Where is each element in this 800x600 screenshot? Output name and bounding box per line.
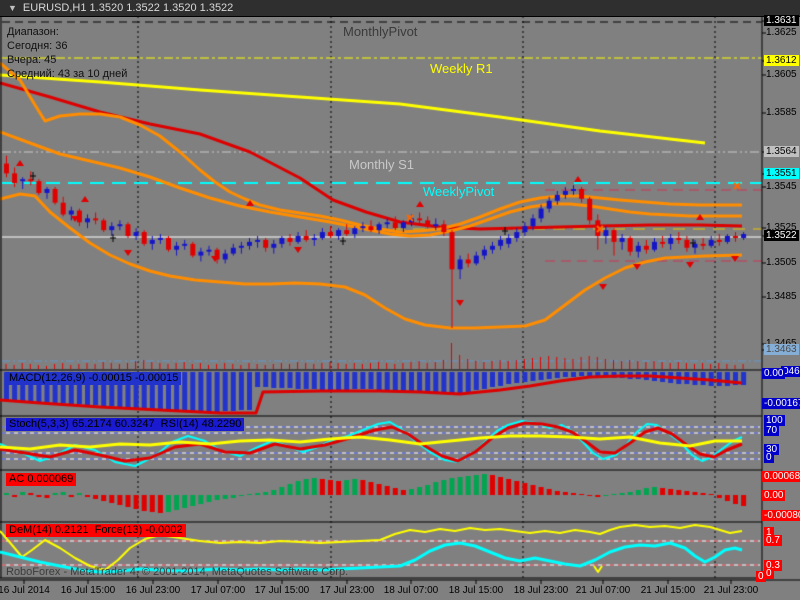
ac-axis-label: 0.00: [762, 490, 786, 501]
stoch-axis-label: 100: [764, 415, 785, 426]
symbol-dropdown-icon[interactable]: ▼: [8, 3, 17, 13]
stoch-indicator-label: Stoch(5,3,3) 65.2174 60.3247 RSI(14) 48.…: [6, 418, 245, 431]
range-info-line: Вчера: 45: [7, 54, 57, 66]
price-axis-label: 1.3545: [766, 181, 797, 192]
chart-title-bar: ▼ EURUSD,H1 1.3520 1.3522 1.3520 1.3522: [0, 0, 800, 17]
price-axis-label: 1.3551: [764, 168, 799, 179]
time-axis-label: 16 Jul 2014: [0, 585, 50, 596]
time-axis-label: 16 Jul 15:00: [60, 585, 116, 596]
dem-axis-label: 1: [764, 527, 774, 538]
ac-axis-label: 0.000682: [762, 471, 800, 482]
time-axis-label: 21 Jul 23:00: [703, 585, 759, 596]
time-axis-label: 18 Jul 15:00: [448, 585, 504, 596]
stoch-axis-label: 0: [764, 452, 774, 463]
macd-axis-label: 046: [781, 366, 800, 377]
range-info-line: Средний: 43 за 10 дней: [7, 68, 128, 80]
macd-axis-label: -0.00167: [762, 398, 800, 409]
range-info-line: Диапазон:: [7, 26, 59, 38]
price-axis-label: 1.3525: [766, 222, 797, 233]
chart-title: EURUSD,H1 1.3520 1.3522 1.3520 1.3522: [22, 2, 234, 14]
range-info-panel: Диапазон: Сегодня: 36 Вчера: 45 Средний: 43…: [7, 25, 127, 81]
price-axis-label: 1.3505: [766, 257, 797, 268]
time-axis-label: 17 Jul 15:00: [254, 585, 310, 596]
ac-axis-label: -0.00080: [762, 510, 800, 521]
price-axis-label: 1.3631: [764, 15, 799, 26]
bar-shift-badge: 0: [756, 571, 766, 582]
stoch-axis-label: 70: [764, 425, 780, 436]
price-axis-label: 1.3485: [766, 291, 797, 302]
price-axis-label: 1.3564: [764, 146, 799, 157]
dem-axis-label: 0: [764, 568, 774, 579]
price-axis-label: 1.3463: [764, 344, 799, 355]
dem-indicator-label: DeM(14) 0.2121 Force(13) -0.0002: [6, 524, 186, 537]
dem-axis-label: 0.3: [764, 560, 782, 571]
time-axis-label: 16 Jul 23:00: [125, 585, 181, 596]
time-axis-label: 18 Jul 07:00: [383, 585, 439, 596]
price-axis-label: 1.3585: [766, 107, 797, 118]
time-axis[interactable]: 16 Jul 2014 16 Jul 15:00 16 Jul 23:00 17 Ju…: [0, 580, 800, 600]
range-info-line: Сегодня: 36: [7, 40, 68, 52]
price-axis-label: 1.3465: [764, 338, 799, 349]
ac-indicator-label: AC 0.000069: [6, 473, 77, 486]
copyright-text: RoboForex - MetaTrader 4, © 2001-2014, M…: [6, 566, 349, 578]
time-axis-label: 17 Jul 23:00: [319, 585, 375, 596]
price-axis-label: 1.3605: [766, 69, 797, 80]
time-axis-label: 21 Jul 07:00: [575, 585, 631, 596]
dem-axis-label: 0.7: [764, 535, 782, 546]
weekly-r1-label[interactable]: Weekly R1: [430, 61, 493, 76]
time-axis-label: 18 Jul 23:00: [513, 585, 569, 596]
price-axis-label: 1.3522: [764, 230, 799, 241]
price-axis[interactable]: 1.3631 1.3625 1.3612 1.3605 1.3585 1.3564 1.35…: [763, 15, 800, 580]
macd-indicator-label: MACD(12,26,9) -0.00015 -0.00015: [6, 372, 182, 385]
time-axis-label: 21 Jul 15:00: [640, 585, 696, 596]
time-axis-label: 17 Jul 07:00: [190, 585, 246, 596]
stoch-axis-label: 30: [764, 444, 780, 455]
price-axis-label: 1.3625: [766, 27, 797, 38]
macd-axis-label: 0.00: [762, 368, 786, 379]
monthly-s1-label[interactable]: Monthly S1: [349, 157, 415, 172]
monthly-pivot-label[interactable]: MonthlyPivot: [343, 24, 418, 39]
price-axis-label: 1.3612: [764, 55, 799, 66]
weekly-pivot-label[interactable]: WeeklyPivot: [423, 184, 495, 199]
